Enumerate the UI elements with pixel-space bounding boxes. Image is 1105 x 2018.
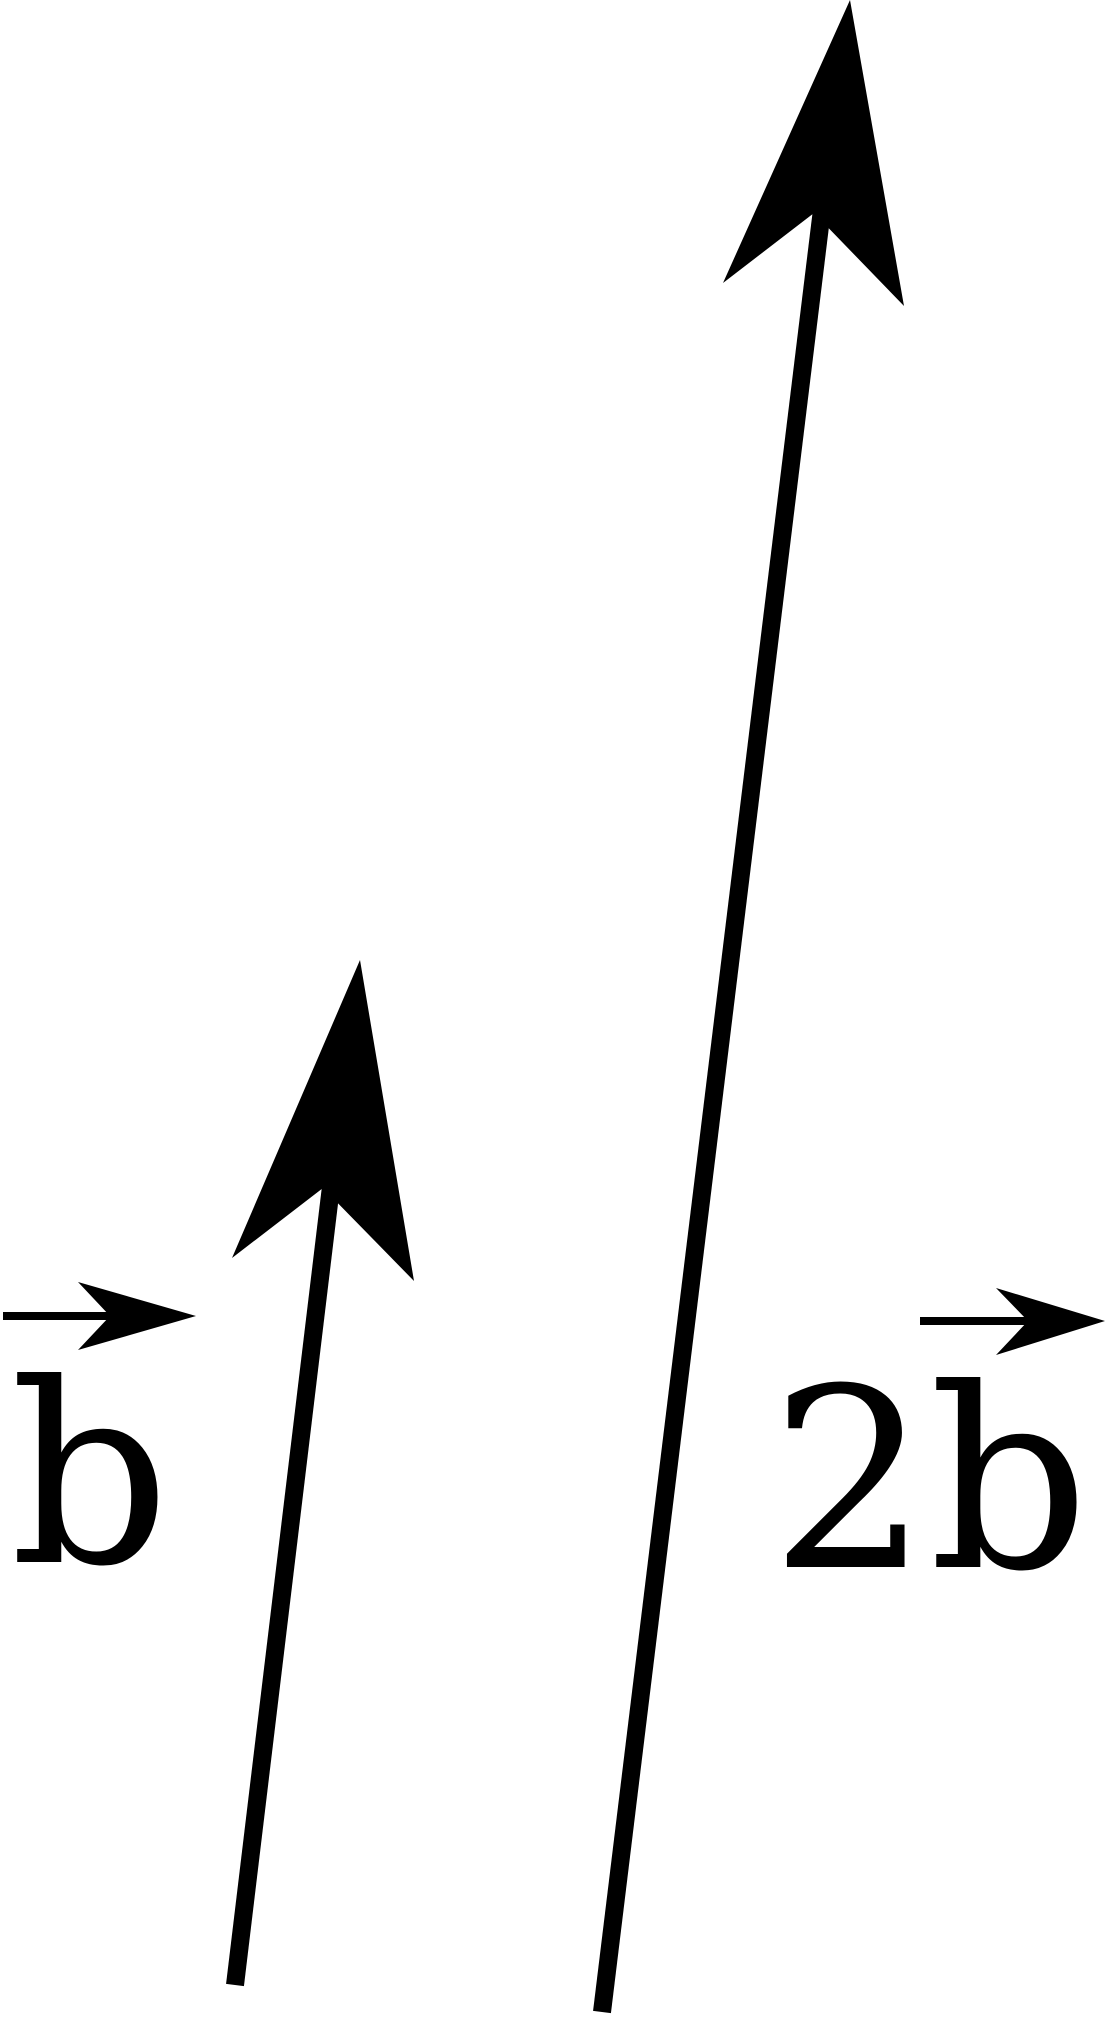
label-2b-text: 2b bbox=[770, 1335, 1089, 1626]
vector-b-arrowhead bbox=[232, 960, 414, 1281]
label-b-text: b bbox=[10, 1330, 170, 1621]
vector-b bbox=[226, 960, 414, 1987]
label-b-overarrow-head bbox=[78, 1282, 196, 1350]
vector-2b-shaft bbox=[593, 183, 834, 2014]
vector-2b-arrowhead bbox=[723, 0, 904, 306]
label-2b: 2b bbox=[770, 1288, 1105, 1626]
vector-2b bbox=[593, 0, 904, 2014]
label-2b-overarrow-head bbox=[996, 1288, 1105, 1355]
vector-b-shaft bbox=[226, 1168, 342, 1987]
label-b: b bbox=[3, 1282, 196, 1621]
